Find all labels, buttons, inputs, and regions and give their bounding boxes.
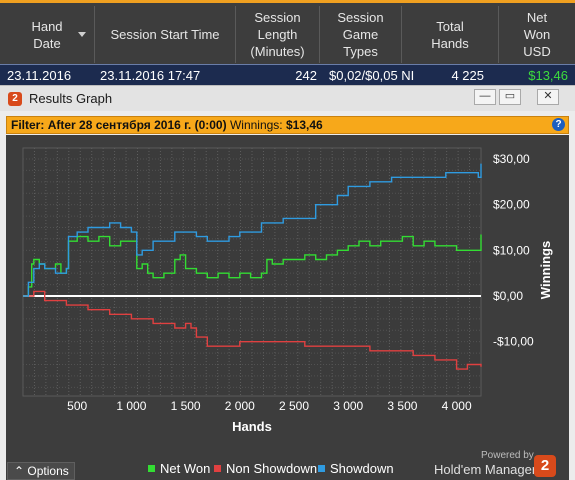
legend-item-showdown: Showdown [318, 461, 394, 477]
y-tick-label: -$10,00 [493, 335, 534, 349]
column-header-hand-date[interactable]: Hand Date [0, 6, 95, 63]
series-line-non-showdown [23, 290, 482, 370]
cell-net-won: $13,46 [528, 68, 568, 83]
column-label: Net Won USD [523, 10, 551, 59]
chevron-up-icon: ⌃ [14, 464, 25, 478]
cell-total-hands: 4 225 [451, 68, 484, 83]
y-tick-label: $0,00 [493, 289, 523, 303]
sort-descending-icon [78, 32, 86, 37]
cell-start-time: 23.11.2016 17:47 [100, 68, 201, 83]
column-header-session-length[interactable]: Session Length (Minutes) [236, 6, 320, 63]
help-icon[interactable]: ? [552, 118, 565, 131]
powered-by-text: Powered by [481, 450, 534, 461]
column-header-net-won[interactable]: Net Won USD [499, 6, 575, 63]
brand-logo-icon: 2 [534, 455, 556, 477]
legend-label: Showdown [330, 461, 394, 476]
column-label: Session Game Types [337, 10, 384, 59]
y-tick-label: $10,00 [493, 243, 530, 257]
x-tick-label: 3 000 [333, 399, 363, 413]
legend-swatch [148, 465, 155, 472]
x-tick-label: 500 [67, 399, 87, 413]
x-tick-label: 4 000 [442, 399, 472, 413]
cell-session-length: 242 [295, 68, 317, 83]
column-label: Hand Date [31, 18, 63, 51]
x-tick-label: 1 000 [116, 399, 146, 413]
table-row[interactable]: 23.11.2016 23.11.2016 17:47 242 $0,02/$0… [0, 64, 575, 86]
x-tick-label: 2 500 [279, 399, 309, 413]
options-button[interactable]: ⌃ Options [7, 462, 75, 480]
window-titlebar[interactable]: 2 Results Graph — ▭ ✕ [0, 86, 575, 111]
restore-icon: ▭ [504, 90, 516, 102]
minimize-button[interactable]: — [474, 89, 496, 105]
column-label: Session Length (Minutes) [250, 10, 305, 59]
options-label: Options [27, 464, 69, 478]
legend-swatch [214, 465, 221, 472]
sessions-table: Hand Date Session Start Time Session Len… [0, 0, 575, 86]
filter-value: After 28 сентября 2016 г. (0:00) [47, 118, 227, 132]
restore-button[interactable]: ▭ [499, 89, 521, 105]
brand-name: Hold'em Manager [434, 462, 537, 477]
cell-hand-date: 23.11.2016 [7, 68, 72, 83]
filter-bar: Filter: After 28 сентября 2016 г. (0:00)… [6, 116, 569, 134]
column-header-total-hands[interactable]: Total Hands [402, 6, 499, 63]
legend-label: Net Won [160, 461, 211, 476]
filter-key: Filter: [11, 118, 45, 132]
close-button[interactable]: ✕ [537, 89, 559, 105]
table-header: Hand Date Session Start Time Session Len… [0, 6, 575, 63]
legend-label: Non Showdown [226, 461, 318, 476]
y-axis-label: Winnings [538, 241, 553, 299]
window-title: Results Graph [29, 91, 113, 106]
legend-item-net-won: Net Won [148, 461, 210, 477]
legend-item-non-showdown: Non Showdown [214, 461, 317, 477]
close-icon: ✕ [543, 90, 553, 102]
y-tick-label: $30,00 [493, 152, 530, 166]
minimize-icon: — [479, 90, 491, 102]
legend-swatch [318, 465, 325, 472]
column-label: Total Hands [431, 18, 469, 51]
x-axis-label: Hands [232, 419, 272, 434]
column-header-game-types[interactable]: Session Game Types [320, 6, 402, 63]
column-header-start-time[interactable]: Session Start Time [95, 6, 236, 63]
winnings-label: Winnings: [229, 118, 283, 132]
app-logo-icon: 2 [8, 92, 22, 106]
series-line-showdown [23, 163, 482, 297]
x-tick-label: 3 500 [387, 399, 417, 413]
x-tick-label: 2 000 [225, 399, 255, 413]
y-tick-label: $20,00 [493, 198, 530, 212]
cell-game-types: $0,02/$0,05 NI [329, 68, 415, 83]
x-tick-label: 1 500 [171, 399, 201, 413]
column-label: Session Start Time [110, 27, 220, 42]
winnings-value: $13,46 [285, 118, 323, 132]
